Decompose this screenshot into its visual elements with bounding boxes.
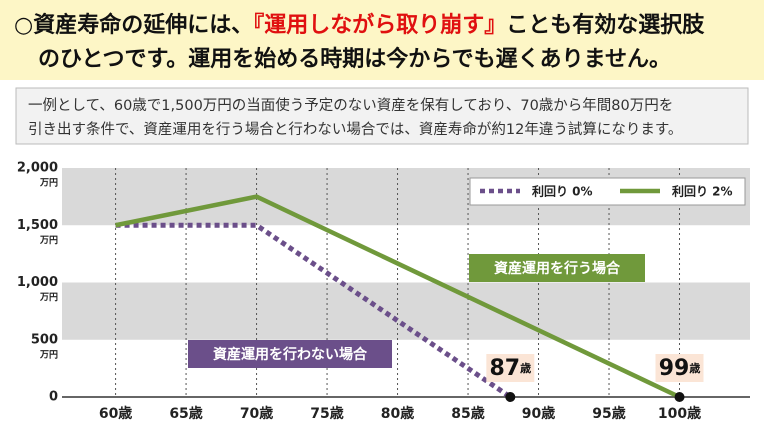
annotation-label: 資産運用を行う場合 <box>494 260 621 277</box>
series-line <box>115 194 681 400</box>
x-tick-label: 70歳 <box>240 405 273 422</box>
end-label-box <box>486 354 535 382</box>
headline-highlight: 『運用しながら取り崩す』 <box>253 12 506 38</box>
x-tick-label: 80歳 <box>381 405 414 422</box>
y-unit-label: 万円 <box>39 349 58 360</box>
y-tick-label: 2,000 <box>17 161 58 176</box>
grid-band <box>62 282 750 340</box>
y-unit-label: 万円 <box>39 235 58 246</box>
annotation-box <box>188 340 392 368</box>
x-tick-label: 100歳 <box>658 405 701 422</box>
headline: ○資産寿命の延伸には、『運用しながら取り崩す』ことも有効な選択肢 <box>14 12 705 38</box>
end-point <box>505 392 516 402</box>
end-label: 99歳 <box>659 356 701 381</box>
end-label-number: 87 <box>490 356 521 381</box>
annotation-box <box>469 254 645 282</box>
end-point <box>674 392 685 402</box>
description-line: 引き出す条件で、資産運用を行う場合と行わない場合では、資産寿命が約12年違う試算… <box>28 120 682 138</box>
y-tick-label: 1,500 <box>17 218 58 233</box>
headline-part: ○資産寿命の延伸には、 <box>14 12 253 38</box>
legend-box <box>469 177 746 206</box>
x-tick-label: 60歳 <box>99 405 132 422</box>
legend-label: 利回り 0% <box>532 184 593 199</box>
annotation-label: 資産運用を行わない場合 <box>213 346 368 363</box>
y-tick-label: 0 <box>49 390 58 405</box>
end-label-box <box>655 354 704 382</box>
x-tick-label: 90歳 <box>522 405 555 422</box>
header-band <box>0 0 764 80</box>
legend-label: 利回り 2% <box>672 184 733 199</box>
series-line <box>115 222 512 400</box>
x-tick-label: 75歳 <box>310 405 343 422</box>
end-label-unit: 歳 <box>520 361 531 375</box>
y-tick-label: 500 <box>31 332 58 347</box>
y-tick-label: 1,000 <box>17 275 58 290</box>
x-tick-label: 85歳 <box>451 405 484 422</box>
description-line: 一例として、60歳で1,500万円の当面使う予定のない資産を保有しており、70歳… <box>28 97 673 114</box>
x-tick-label: 65歳 <box>169 405 202 422</box>
headline-line2: のひとつです。運用を始める時期は今からでも遅くありません。 <box>38 46 671 72</box>
end-label-number: 99 <box>659 356 690 381</box>
headline-part: ことも有効な選択肢 <box>506 12 705 38</box>
x-tick-label: 95歳 <box>592 405 625 422</box>
y-unit-label: 万円 <box>39 178 58 189</box>
end-label: 87歳 <box>490 356 532 381</box>
y-unit-label: 万円 <box>39 292 58 303</box>
description-box <box>15 87 749 145</box>
end-label-unit: 歳 <box>689 361 700 375</box>
